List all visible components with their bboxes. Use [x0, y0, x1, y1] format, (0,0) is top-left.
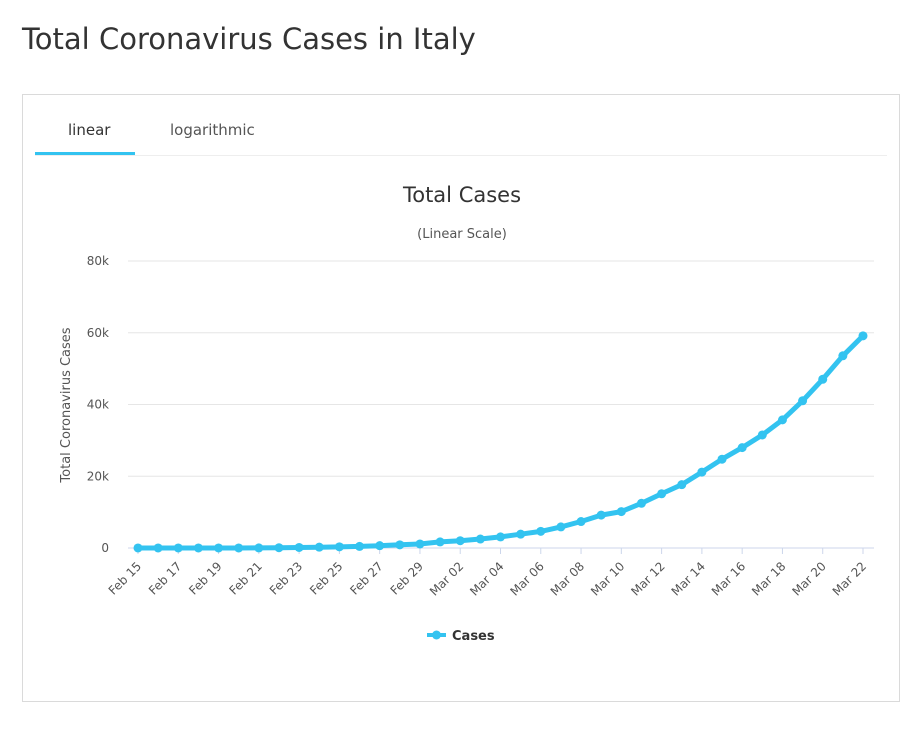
x-tick-label: Mar 22	[830, 559, 869, 598]
y-tick-label: 60k	[87, 326, 109, 340]
data-point[interactable]	[274, 543, 284, 553]
chart-panel: linear logarithmic	[22, 94, 900, 702]
data-point[interactable]	[455, 536, 465, 546]
x-tick-label: Mar 06	[507, 559, 546, 598]
data-point[interactable]	[435, 537, 445, 547]
y-tick-label: 0	[101, 541, 109, 555]
x-tick-label: Mar 18	[749, 559, 788, 598]
data-point[interactable]	[536, 526, 546, 536]
x-tick-label: Feb 15	[106, 559, 144, 597]
data-point[interactable]	[375, 541, 385, 551]
x-tick-label: Mar 12	[628, 559, 667, 598]
data-point[interactable]	[475, 534, 485, 544]
data-point[interactable]	[818, 374, 828, 384]
data-point[interactable]	[838, 351, 848, 361]
data-point[interactable]	[798, 396, 808, 406]
data-point[interactable]	[657, 489, 667, 499]
scale-tabs: linear logarithmic	[35, 95, 887, 156]
x-tick-label: Mar 16	[709, 559, 748, 598]
data-point[interactable]	[636, 498, 646, 508]
page-title: Total Coronavirus Cases in Italy	[22, 22, 476, 56]
series-line-cases	[135, 333, 866, 551]
x-tick-label: Mar 10	[588, 559, 627, 598]
x-tick-label: Mar 02	[427, 559, 466, 598]
active-tab-indicator	[35, 152, 135, 155]
data-point[interactable]	[395, 540, 405, 550]
data-point[interactable]	[234, 543, 244, 553]
data-point[interactable]	[717, 454, 727, 464]
x-tick-label: Feb 21	[227, 559, 265, 597]
x-tick-label: Feb 19	[186, 559, 224, 597]
x-tick-label: Mar 04	[467, 559, 506, 598]
data-point[interactable]	[254, 543, 264, 553]
data-point[interactable]	[516, 529, 526, 539]
legend-label-cases[interactable]: Cases	[452, 629, 495, 644]
data-point[interactable]	[858, 331, 868, 341]
x-tick-label: Mar 08	[548, 559, 587, 598]
data-point[interactable]	[777, 415, 787, 425]
chart-title: Total Cases	[402, 183, 521, 207]
data-point[interactable]	[133, 543, 143, 553]
data-point[interactable]	[737, 443, 747, 453]
data-point[interactable]	[697, 467, 707, 477]
x-tick-label: Feb 25	[307, 559, 345, 597]
data-point[interactable]	[314, 542, 324, 552]
data-point[interactable]	[576, 517, 586, 527]
y-axis-label: Total Coronavirus Cases	[59, 327, 74, 483]
data-point[interactable]	[496, 532, 505, 542]
x-tick-label: Feb 27	[347, 559, 385, 597]
x-tick-label: Feb 23	[267, 559, 305, 597]
y-tick-label: 80k	[87, 254, 109, 268]
tab-logarithmic[interactable]: logarithmic	[170, 121, 255, 139]
data-point[interactable]	[173, 543, 183, 553]
chart-subtitle: (Linear Scale)	[417, 227, 507, 242]
data-point[interactable]	[757, 430, 767, 440]
data-point[interactable]	[294, 542, 304, 552]
x-tick-label: Mar 20	[789, 559, 828, 598]
x-tick-label: Feb 17	[146, 559, 184, 597]
data-point[interactable]	[596, 510, 606, 520]
data-point[interactable]	[616, 507, 626, 517]
y-tick-label: 40k	[87, 398, 109, 412]
data-point[interactable]	[556, 522, 566, 532]
x-tick-label: Feb 29	[388, 559, 426, 597]
data-point[interactable]	[355, 541, 365, 551]
x-tick-label: Mar 14	[669, 559, 708, 598]
data-point[interactable]	[334, 542, 344, 552]
data-point[interactable]	[677, 480, 687, 490]
y-tick-label: 20k	[87, 469, 109, 483]
legend-marker	[432, 630, 441, 640]
data-point[interactable]	[415, 539, 425, 549]
data-point[interactable]	[153, 543, 163, 553]
data-point[interactable]	[214, 543, 224, 553]
tab-linear[interactable]: linear	[68, 121, 111, 139]
data-point[interactable]	[193, 543, 203, 553]
